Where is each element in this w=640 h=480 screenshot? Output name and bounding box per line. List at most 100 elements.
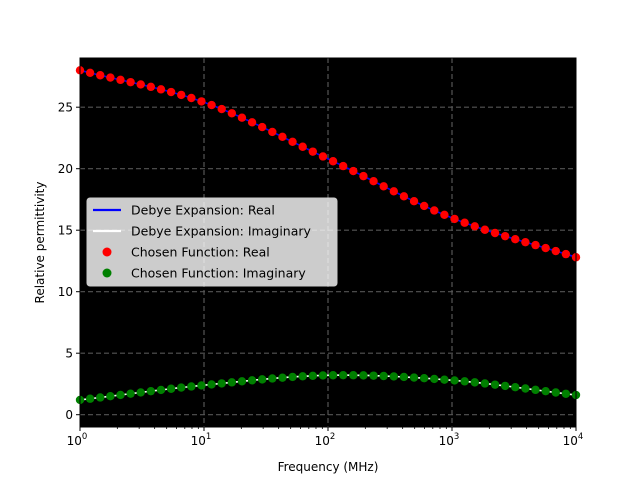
data-point xyxy=(197,97,206,106)
legend-label: Debye Expansion: Imaginary xyxy=(131,224,312,239)
data-point xyxy=(551,246,560,256)
x-tick-label: 101 xyxy=(191,432,212,448)
data-point xyxy=(349,371,358,380)
data-point xyxy=(460,218,469,227)
y-tick-label: 20 xyxy=(58,162,73,176)
data-point xyxy=(247,376,257,385)
data-point xyxy=(419,201,429,211)
legend-label: Debye Expansion: Real xyxy=(131,203,275,218)
x-tick-base: 10 xyxy=(191,434,206,448)
data-point xyxy=(541,386,550,396)
data-point xyxy=(136,80,145,89)
y-axis-label: Relative permittivity xyxy=(33,182,47,304)
x-tick-label: 102 xyxy=(315,432,336,448)
x-tick-base: 10 xyxy=(67,434,82,448)
data-point xyxy=(207,100,216,110)
data-point xyxy=(541,243,550,253)
data-point xyxy=(85,394,95,403)
data-point xyxy=(106,392,115,401)
data-point xyxy=(116,390,125,400)
data-point xyxy=(258,122,267,132)
data-point xyxy=(521,237,530,247)
data-point xyxy=(338,161,348,171)
data-point xyxy=(278,373,287,382)
data-point xyxy=(480,379,490,388)
x-tick-exponent: 0 xyxy=(82,432,87,442)
x-tick-label: 104 xyxy=(563,432,584,448)
data-point xyxy=(389,372,398,381)
legend: Debye Expansion: Real Debye Expansion: Im… xyxy=(86,197,338,287)
data-point xyxy=(96,393,105,402)
data-point xyxy=(409,373,419,382)
data-point xyxy=(460,377,469,386)
x-axis: 100 101 102 103 104 xyxy=(67,427,584,448)
data-point xyxy=(126,389,135,398)
data-point xyxy=(328,371,338,380)
data-point xyxy=(369,371,378,380)
data-point xyxy=(268,374,277,383)
data-point xyxy=(207,380,216,389)
data-point xyxy=(258,375,267,384)
data-point xyxy=(419,374,429,383)
series-layer xyxy=(75,66,581,405)
data-point xyxy=(511,382,520,392)
data-point xyxy=(106,73,115,82)
legend-label: Chosen Function: Imaginary xyxy=(131,266,306,281)
data-point xyxy=(561,389,571,398)
data-point xyxy=(531,240,540,250)
data-point xyxy=(237,113,247,122)
data-point xyxy=(399,192,409,201)
data-point xyxy=(470,222,479,231)
data-point xyxy=(561,249,571,259)
data-point xyxy=(278,132,287,142)
data-point xyxy=(470,378,479,387)
data-point xyxy=(85,68,95,78)
legend-label: Chosen Function: Real xyxy=(131,245,270,260)
x-tick-base: 10 xyxy=(563,434,578,448)
data-point xyxy=(349,166,358,176)
x-tick-label: 103 xyxy=(439,432,460,448)
data-point xyxy=(146,386,156,396)
data-point xyxy=(146,82,156,92)
legend-marker-swatch xyxy=(102,247,112,257)
data-point xyxy=(318,152,328,161)
data-point xyxy=(247,118,257,127)
data-point xyxy=(217,379,226,388)
x-tick-exponent: 1 xyxy=(206,432,211,442)
data-point xyxy=(136,388,145,397)
y-tick-label: 10 xyxy=(58,285,73,299)
data-point xyxy=(177,383,186,392)
data-point xyxy=(166,384,176,393)
x-tick-label: 100 xyxy=(67,432,88,448)
data-point xyxy=(490,228,500,238)
legend-marker-swatch xyxy=(102,268,112,278)
legend-box xyxy=(86,197,338,287)
data-point xyxy=(338,370,348,380)
data-point xyxy=(359,171,368,181)
y-tick-label: 25 xyxy=(58,101,73,115)
data-point xyxy=(500,231,510,241)
x-tick-exponent: 2 xyxy=(330,432,335,442)
x-axis-label: Frequency (MHz) xyxy=(278,460,379,474)
data-point xyxy=(450,214,459,224)
data-point xyxy=(126,77,135,87)
data-point xyxy=(440,210,449,220)
data-point xyxy=(177,90,186,100)
data-point xyxy=(551,388,560,397)
data-point xyxy=(490,380,500,389)
data-point xyxy=(217,104,226,114)
data-point xyxy=(430,374,439,384)
data-point xyxy=(430,206,439,215)
y-tick-label: 5 xyxy=(65,347,73,361)
y-tick-label: 0 xyxy=(65,408,73,422)
data-point xyxy=(389,187,398,196)
data-point xyxy=(227,109,237,118)
x-tick-exponent: 3 xyxy=(454,432,459,442)
data-point xyxy=(379,371,388,381)
data-point xyxy=(298,372,307,381)
data-point xyxy=(511,234,520,244)
data-point xyxy=(440,375,449,384)
data-point xyxy=(521,384,530,393)
x-tick-base: 10 xyxy=(315,434,330,448)
data-point xyxy=(308,371,318,381)
